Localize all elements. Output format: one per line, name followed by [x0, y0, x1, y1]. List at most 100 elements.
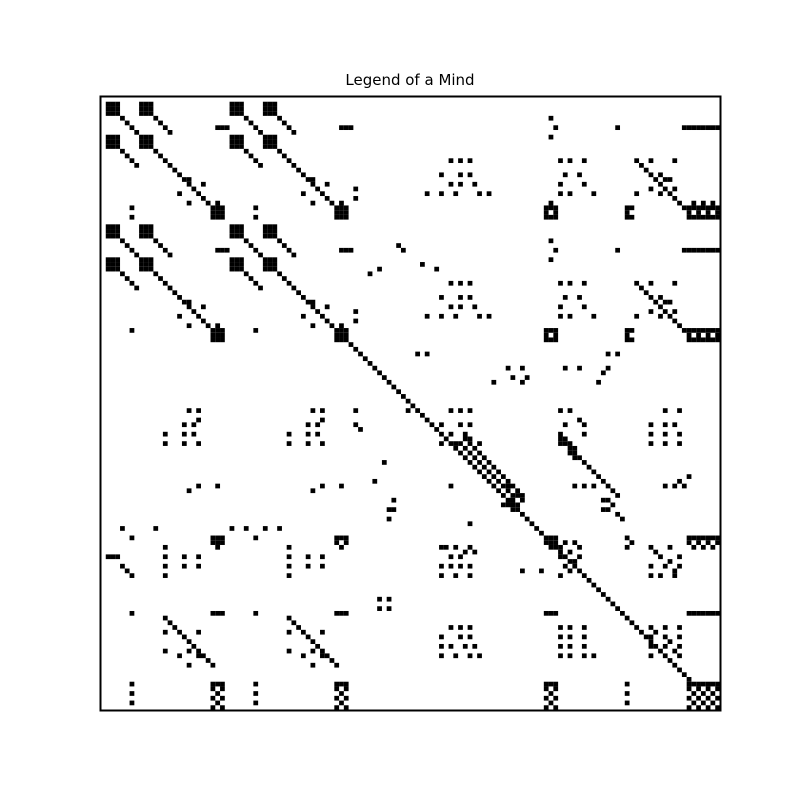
nonzero-mark — [553, 210, 559, 215]
nonzero-mark — [477, 441, 482, 446]
nonzero-mark — [215, 214, 221, 220]
nonzero-mark — [629, 337, 635, 343]
nonzero-mark — [124, 153, 130, 159]
nonzero-mark — [648, 158, 654, 164]
nonzero-mark — [334, 210, 340, 215]
nonzero-mark — [439, 643, 444, 649]
nonzero-mark — [367, 271, 373, 277]
nonzero-mark — [286, 431, 292, 437]
nonzero-mark — [115, 106, 121, 112]
nonzero-mark — [105, 233, 111, 239]
nonzero-mark — [491, 379, 497, 385]
nonzero-mark — [624, 691, 630, 696]
nonzero-mark — [267, 144, 273, 149]
nonzero-mark — [696, 681, 701, 687]
nonzero-mark — [310, 304, 316, 310]
nonzero-mark — [110, 134, 116, 140]
nonzero-mark — [324, 181, 330, 187]
nonzero-mark — [324, 196, 330, 201]
nonzero-mark — [605, 497, 611, 503]
nonzero-mark — [515, 493, 521, 498]
nonzero-mark — [139, 229, 144, 234]
nonzero-mark — [639, 285, 644, 291]
nonzero-mark — [710, 700, 716, 706]
nonzero-mark — [581, 634, 587, 640]
nonzero-mark — [700, 681, 706, 687]
nonzero-mark — [710, 214, 716, 220]
nonzero-mark — [215, 535, 221, 541]
nonzero-mark — [167, 163, 173, 168]
nonzero-mark — [662, 309, 668, 314]
nonzero-mark — [448, 181, 454, 187]
nonzero-mark — [229, 101, 235, 107]
nonzero-mark — [662, 643, 668, 649]
nonzero-mark — [196, 653, 201, 659]
nonzero-mark — [448, 554, 454, 560]
nonzero-mark — [243, 115, 249, 121]
nonzero-mark — [553, 610, 559, 616]
nonzero-mark — [715, 610, 720, 616]
nonzero-mark — [305, 431, 311, 437]
nonzero-mark — [105, 262, 111, 267]
nonzero-mark — [653, 177, 659, 182]
nonzero-mark — [181, 431, 187, 437]
nonzero-mark — [710, 247, 716, 253]
nonzero-mark — [715, 705, 720, 710]
nonzero-mark — [496, 488, 501, 494]
nonzero-mark — [672, 662, 678, 668]
nonzero-mark — [339, 483, 344, 489]
nonzero-mark — [196, 191, 201, 197]
nonzero-mark — [215, 332, 221, 338]
nonzero-mark — [105, 257, 111, 263]
nonzero-mark — [686, 705, 692, 710]
plot-frame — [99, 95, 722, 712]
nonzero-mark — [420, 262, 425, 267]
nonzero-mark — [105, 554, 111, 560]
nonzero-mark — [715, 125, 720, 131]
nonzero-mark — [343, 686, 349, 692]
nonzero-mark — [186, 662, 192, 668]
nonzero-mark — [286, 573, 292, 578]
nonzero-mark — [443, 436, 449, 442]
nonzero-mark — [715, 205, 720, 211]
nonzero-mark — [715, 337, 720, 343]
nonzero-mark — [453, 191, 459, 197]
nonzero-mark — [220, 705, 225, 710]
nonzero-mark — [677, 408, 682, 413]
nonzero-mark — [686, 676, 692, 682]
nonzero-mark — [286, 158, 292, 164]
nonzero-mark — [115, 262, 121, 267]
nonzero-mark — [591, 582, 597, 588]
nonzero-mark — [558, 304, 563, 310]
nonzero-mark — [624, 535, 630, 541]
nonzero-mark — [258, 285, 263, 291]
nonzero-mark — [505, 483, 511, 489]
nonzero-mark — [462, 643, 468, 649]
nonzero-mark — [129, 681, 135, 687]
nonzero-mark — [296, 625, 301, 630]
nonzero-mark — [239, 229, 244, 234]
nonzero-mark — [515, 507, 521, 512]
nonzero-mark — [248, 120, 254, 126]
nonzero-mark — [681, 125, 687, 131]
nonzero-mark — [458, 181, 463, 187]
nonzero-mark — [115, 554, 121, 560]
nonzero-mark — [224, 125, 230, 131]
nonzero-mark — [215, 681, 221, 687]
nonzero-mark — [267, 224, 273, 230]
nonzero-mark — [677, 625, 682, 630]
nonzero-mark — [700, 247, 706, 253]
nonzero-mark — [186, 299, 192, 305]
nonzero-mark — [567, 559, 573, 564]
nonzero-mark — [129, 700, 135, 706]
nonzero-mark — [162, 554, 168, 560]
nonzero-mark — [543, 540, 549, 545]
nonzero-mark — [262, 229, 268, 234]
nonzero-mark — [110, 257, 116, 263]
nonzero-mark — [577, 554, 582, 560]
nonzero-mark — [220, 247, 225, 253]
nonzero-mark — [339, 205, 344, 211]
nonzero-mark — [548, 238, 554, 244]
nonzero-mark — [615, 351, 621, 357]
nonzero-mark — [567, 313, 573, 319]
